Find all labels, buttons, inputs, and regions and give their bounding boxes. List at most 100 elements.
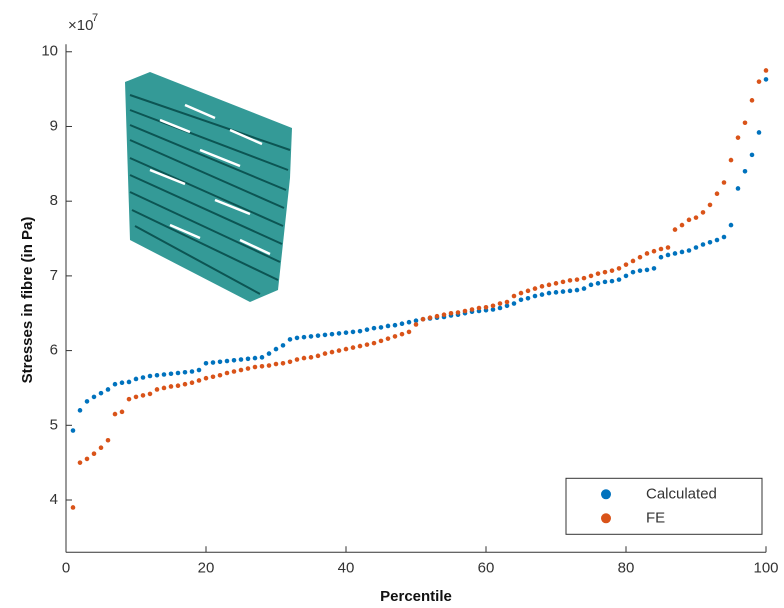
data-point (456, 310, 461, 315)
data-point (225, 371, 230, 376)
data-point (610, 268, 615, 273)
data-point (645, 251, 650, 256)
data-point (162, 372, 167, 377)
data-point (386, 324, 391, 329)
data-point (155, 387, 160, 392)
data-point (288, 337, 293, 342)
y-tick-label: 7 (50, 267, 58, 284)
data-point (547, 291, 552, 296)
data-point (148, 392, 153, 397)
data-point (659, 247, 664, 252)
data-point (519, 297, 524, 302)
data-point (645, 268, 650, 273)
data-point (309, 334, 314, 339)
data-point (337, 348, 342, 353)
data-point (561, 289, 566, 294)
data-point (505, 300, 510, 305)
fibre-inset-image (125, 72, 292, 302)
data-point (386, 336, 391, 341)
y-tick-label: 6 (50, 342, 58, 359)
y-scale-exponent: 7 (92, 12, 98, 24)
x-tick-label: 80 (618, 559, 635, 576)
data-point (435, 314, 440, 319)
data-point (708, 240, 713, 245)
data-point (78, 460, 83, 465)
data-point (183, 382, 188, 387)
data-point (750, 153, 755, 158)
data-point (141, 393, 146, 398)
data-point (414, 322, 419, 327)
data-point (253, 365, 258, 370)
data-point (498, 306, 503, 311)
data-point (701, 242, 706, 247)
x-tick-label: 60 (478, 559, 495, 576)
data-point (533, 294, 538, 299)
data-point (421, 317, 426, 322)
data-point (295, 357, 300, 362)
data-point (127, 397, 132, 402)
data-point (687, 218, 692, 223)
data-point (106, 387, 111, 392)
data-point (190, 380, 195, 385)
data-point (477, 306, 482, 311)
data-point (344, 347, 349, 352)
x-tick-label: 0 (62, 559, 70, 576)
data-point (673, 227, 678, 232)
data-point (106, 438, 111, 443)
data-point (442, 312, 447, 317)
data-point (533, 286, 538, 291)
data-point (575, 277, 580, 282)
data-point (757, 79, 762, 84)
data-point (540, 292, 545, 297)
data-point (428, 315, 433, 320)
data-point (92, 395, 97, 400)
data-point (736, 186, 741, 191)
data-point (512, 301, 517, 306)
data-point (281, 343, 286, 348)
data-point (120, 380, 125, 385)
data-point (365, 327, 370, 332)
data-point (666, 245, 671, 250)
data-point (99, 445, 104, 450)
data-point (113, 382, 118, 387)
data-point (218, 360, 223, 365)
data-point (239, 357, 244, 362)
data-point (729, 158, 734, 163)
data-point (288, 360, 293, 365)
data-point (148, 374, 153, 379)
data-point (617, 266, 622, 271)
data-point (78, 408, 83, 413)
data-point (225, 359, 230, 364)
data-point (260, 364, 265, 369)
data-point (470, 307, 475, 312)
data-point (694, 245, 699, 250)
data-point (330, 332, 335, 337)
data-point (246, 357, 251, 362)
data-point (302, 356, 307, 361)
data-point (134, 377, 139, 382)
data-point (722, 180, 727, 185)
data-point (323, 333, 328, 338)
data-point (92, 451, 97, 456)
inset-shape (125, 72, 292, 302)
data-point (652, 249, 657, 254)
data-point (715, 238, 720, 243)
data-point (246, 366, 251, 371)
data-point (764, 77, 769, 82)
legend-marker (601, 489, 611, 499)
data-point (274, 362, 279, 367)
data-point (211, 374, 216, 379)
data-point (351, 345, 356, 350)
data-point (253, 356, 258, 361)
data-point (610, 279, 615, 284)
data-point (99, 391, 104, 396)
data-point (498, 301, 503, 306)
data-point (316, 354, 321, 359)
data-point (85, 457, 90, 462)
data-point (358, 344, 363, 349)
data-point (344, 330, 349, 335)
x-tick-label: 40 (338, 559, 355, 576)
data-point (302, 335, 307, 340)
y-tick-label: 10 (41, 43, 58, 60)
data-point (652, 266, 657, 271)
